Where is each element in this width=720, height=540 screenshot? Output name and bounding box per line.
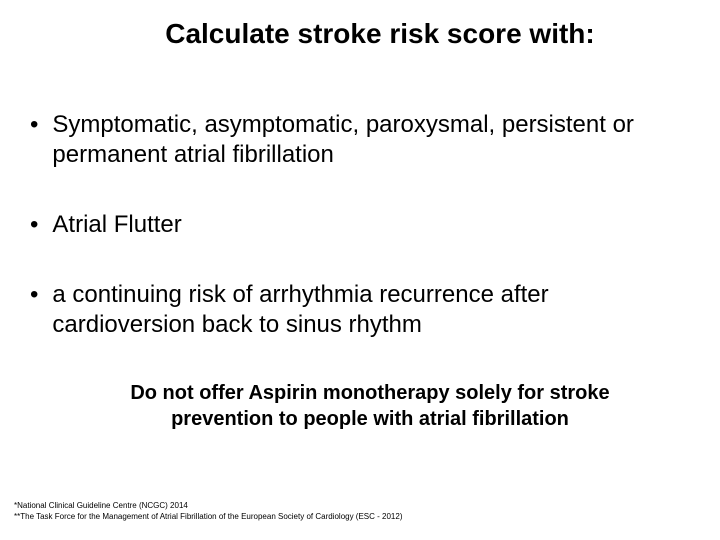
- bullet-marker: •: [30, 210, 38, 240]
- content-area: • Symptomatic, asymptomatic, paroxysmal,…: [0, 50, 720, 340]
- footnotes: *National Clinical Guideline Centre (NCG…: [14, 500, 403, 522]
- bullet-item: • Symptomatic, asymptomatic, paroxysmal,…: [30, 110, 690, 170]
- bullet-text: a continuing risk of arrhythmia recurren…: [52, 280, 690, 340]
- bullet-marker: •: [30, 110, 38, 140]
- footnote-line: *National Clinical Guideline Centre (NCG…: [14, 500, 403, 511]
- bullet-marker: •: [30, 280, 38, 310]
- bullet-text: Atrial Flutter: [52, 210, 181, 240]
- slide-title: Calculate stroke risk score with:: [0, 0, 720, 50]
- bullet-text: Symptomatic, asymptomatic, paroxysmal, p…: [52, 110, 690, 170]
- footnote-line: **The Task Force for the Management of A…: [14, 511, 403, 522]
- bullet-item: • Atrial Flutter: [30, 210, 690, 240]
- highlight-statement: Do not offer Aspirin monotherapy solely …: [0, 380, 720, 432]
- bullet-item: • a continuing risk of arrhythmia recurr…: [30, 280, 690, 340]
